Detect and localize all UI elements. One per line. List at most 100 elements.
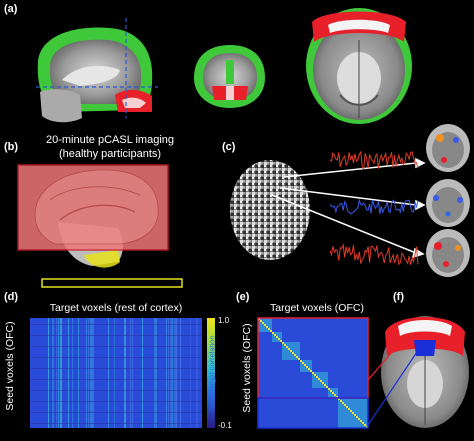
panel-d-matrix-streak [176,318,177,428]
panel-b-brain-sulci [34,169,159,245]
panel-b-yellow-slab [41,278,183,288]
panel-e-matrix-diagonal [342,402,344,404]
panel-a-coronal-brain [194,45,265,108]
panel-e-matrix-diagonal [330,390,332,392]
panel-d-matrix-streak [174,318,176,428]
panel-e-matrix-diagonal [272,332,274,334]
panel-d-matrix-streak [130,318,131,428]
panel-e-blue-block [257,397,369,429]
panel-e-matrix-diagonal [268,328,270,330]
panel-e-matrix-diagonal [326,386,328,388]
panel-e-matrix-diagonal [338,398,340,400]
panel-e-matrix-diagonal [362,422,364,424]
panel-e-label: (e) [236,291,250,303]
panel-e-matrix-diagonal [290,350,292,352]
panel-d-matrix-streak [190,318,191,428]
panel-d-matrix-band [30,401,202,402]
panel-e-matrix-diagonal [264,324,266,326]
panel-d-colorbar-label: Seed-target correlation [207,335,217,412]
panel-e-correlation-matrix [258,318,368,428]
panel-d-matrix-streak [108,318,109,428]
panel-e-matrix-diagonal [282,342,284,344]
panel-c-map-2 [426,179,470,227]
panel-e-matrix-diagonal [298,358,300,360]
panel-e-matrix-diagonal [280,340,282,342]
panel-b-caption-line2: (healthy participants) [58,148,162,160]
panel-e-matrix-diagonal [360,420,362,422]
panel-d-matrix-band [30,357,202,358]
panel-d-matrix-streak [92,318,94,428]
panel-e-matrix-diagonal [346,406,348,408]
panel-e-matrix-diagonal [352,412,354,414]
panel-e-matrix-diagonal [324,384,326,386]
panel-c-label: (c) [222,141,236,153]
panel-d-matrix-streak [196,318,198,428]
panel-d-matrix-band [30,379,202,380]
panel-d-matrix-streak [114,318,115,428]
panel-d-colorbar-min: -0.1 [218,421,232,430]
panel-d-matrix-streak [72,318,73,428]
panel-e-matrix-diagonal [300,360,302,362]
panel-c-asl-slice [230,160,310,260]
panel-e-matrix-diagonal [308,368,310,370]
panel-d-matrix-streak [52,318,54,428]
panel-e-matrix-diagonal [262,322,264,324]
panel-d-matrix-band [30,335,202,336]
panel-e-matrix-diagonal [306,366,308,368]
panel-f-label: (f) [393,291,404,303]
panel-e-matrix-diagonal [286,346,288,348]
panel-d-matrix-streak [58,318,59,428]
panel-c-trace-blue [329,198,419,215]
panel-d-correlation-matrix [30,318,202,428]
panel-e-matrix-diagonal [296,356,298,358]
panel-d-matrix-streak [68,318,69,428]
panel-e-matrix-diagonal [274,334,276,336]
panel-d-matrix-streak [156,318,157,428]
panel-e-matrix-diagonal [278,338,280,340]
panel-d-colorbar [207,318,215,428]
panel-e-matrix-diagonal [322,382,324,384]
panel-b-label: (b) [4,141,19,153]
panel-e-matrix-diagonal [284,344,286,346]
panel-e-matrix-diagonal [294,354,296,356]
panel-d-matrix-band [30,412,202,413]
panel-d-matrix-streak [172,318,173,428]
panel-d-matrix-streak [154,318,156,428]
panel-e-matrix-diagonal [314,374,316,376]
panel-e-matrix-diagonal [350,410,352,412]
panel-c-map-1 [426,124,470,172]
panel-d-matrix-streak [88,318,89,428]
panel-d-title: Target voxels (rest of cortex) [49,302,183,314]
panel-e-matrix-diagonal [266,326,268,328]
panel-e-matrix-diagonal [302,362,304,364]
panel-e-matrix-diagonal [364,424,366,426]
panel-e-matrix-diagonal [340,400,342,402]
panel-f-axial-brain [381,316,469,428]
panel-e-matrix-diagonal [292,352,294,354]
panel-d-label: (d) [4,291,19,303]
panel-d-matrix-band [30,346,202,347]
panel-f-blue-connector [367,351,418,426]
panel-e-matrix-diagonal [320,380,322,382]
panel-e-matrix-diagonal [276,336,278,338]
panel-d-matrix-streak [78,318,79,428]
panel-d-matrix-band [30,368,202,369]
panel-d-matrix-streak [86,318,87,428]
panel-d-matrix-streak [56,318,57,428]
panel-e-matrix-diagonal [260,320,262,322]
panel-d-matrix-band [30,423,202,424]
panel-e-title: Target voxels (OFC) [270,302,364,314]
panel-e-matrix-diagonal [312,372,314,374]
panel-d-matrix-streak [168,318,169,428]
panel-e-matrix-diagonal [332,392,334,394]
panel-e-matrix-diagonal [366,426,368,428]
panel-a-sagittal-brain [36,18,158,123]
panel-f-red-connector [367,344,399,381]
panel-d-matrix-streak [166,318,167,428]
panel-e-matrix-diagonal [356,416,358,418]
panel-d-matrix-streak [142,318,143,428]
panel-e-matrix-diagonal [348,408,350,410]
panel-d-matrix-streak [180,318,181,428]
